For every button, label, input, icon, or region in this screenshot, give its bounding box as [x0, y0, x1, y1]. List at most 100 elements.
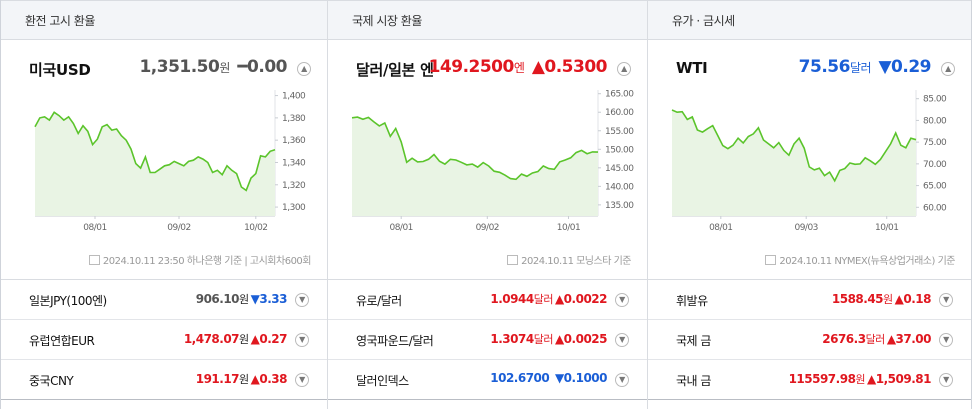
series-area	[352, 117, 598, 216]
expand-chevron-icon[interactable]: ▼	[295, 373, 309, 387]
price-unit: 엔	[513, 61, 525, 75]
expand-chevron-icon[interactable]: ▼	[295, 293, 309, 307]
list-item[interactable]: 일본JPY(100엔) 906.10원 ▼3.33 ▼	[1, 280, 327, 320]
price-value: 1,351.50	[139, 57, 220, 77]
y-tick-label: 80.00	[923, 116, 947, 126]
item-price: 906.10원 ▼3.33	[195, 292, 288, 306]
y-tick-label: 160.00	[605, 108, 634, 118]
series-line	[671, 109, 917, 183]
item-price: 1588.45원 ▲0.18	[831, 292, 932, 306]
main-price: 149.2500엔 ▲0.5300	[428, 57, 608, 77]
y-tick-label: 70.00	[923, 160, 947, 170]
list-item[interactable]: 중국CNY 191.17원 ▲0.38 ▼	[1, 360, 327, 400]
column-header: 국제 시장 환율	[328, 0, 647, 40]
expand-chevron-icon[interactable]: ▼	[615, 333, 629, 347]
source-icon	[765, 255, 777, 265]
expand-chevron-icon[interactable]: ▼	[939, 373, 953, 387]
main-card[interactable]: 미국USD 1,351.50원 ━0.00 ▲ 1,300 1,320 1,340 1…	[1, 40, 327, 280]
source-icon	[507, 255, 519, 265]
x-tick-label: 09/02	[476, 223, 499, 233]
expand-chevron-icon[interactable]: ▼	[939, 333, 953, 347]
y-tick-label: 60.00	[923, 203, 947, 213]
item-name: 영국파운드/달러	[356, 334, 434, 348]
x-tick-label: 09/03	[794, 223, 817, 233]
item-name: 일본JPY(100엔)	[29, 294, 107, 308]
column-international: 국제 시장 환율 달러/일본 엔 149.2500엔 ▲0.5300 ▲ 135…	[327, 0, 647, 409]
list-item[interactable]: 유럽연합EUR 1,478.07원 ▲0.27 ▼	[1, 320, 327, 360]
list-item[interactable]: 유로/달러 1.0944달러 ▲0.0022 ▼	[328, 280, 647, 320]
main-card[interactable]: WTI 75.56달러 ▼0.29 ▲ 60.00 65.00 70.00 75.00…	[648, 40, 971, 280]
price-chart: 60.00 65.00 70.00 75.00 80.00 85.00 08/01 09/03…	[671, 90, 948, 233]
price-unit: 달러	[849, 61, 872, 75]
chart-footnote: 2024.10.11 모닝스타 기준	[507, 252, 631, 267]
main-price: 75.56달러 ▼0.29	[799, 57, 932, 77]
expand-chevron-icon[interactable]: ▼	[615, 293, 629, 307]
collapse-chevron-icon[interactable]: ▲	[617, 62, 631, 76]
item-name: 휘발유	[676, 294, 708, 308]
y-tick-label: 75.00	[923, 138, 947, 148]
y-tick-label: 150.00	[605, 145, 634, 155]
item-name: 국내 금	[676, 374, 711, 388]
list-item[interactable]: 달러인덱스 102.6700 ▼0.1000 ▼	[328, 360, 647, 400]
item-price: 102.6700 ▼0.1000	[490, 371, 607, 385]
item-price: 2676.3달러 ▲37.00	[822, 332, 931, 346]
series-area	[35, 112, 275, 216]
x-tick-label: 10/01	[875, 223, 898, 233]
source-icon	[88, 255, 100, 265]
y-tick-label: 140.00	[605, 182, 634, 192]
chart-footnote: 2024.10.11 23:50 하나은행 기준 | 고시회차600회	[88, 252, 312, 267]
x-tick-label: 08/01	[709, 223, 732, 233]
item-name: 유로/달러	[356, 294, 402, 308]
item-price: 1.0944달러 ▲0.0022	[490, 292, 607, 306]
y-tick-label: 1,400	[282, 92, 306, 102]
y-tick-label: 1,300	[282, 203, 306, 213]
item-price: 1.3074달러 ▲0.0025	[490, 332, 607, 346]
item-price: 191.17원 ▲0.38	[195, 372, 288, 386]
price-chart: 1,300 1,320 1,340 1,360 1,380 1,400 08/01 09/02…	[34, 90, 307, 233]
item-name: 중국CNY	[29, 374, 74, 388]
price-change: ▼0.29	[878, 57, 931, 77]
list-item[interactable]: 국제 금 2676.3달러 ▲37.00 ▼	[648, 320, 971, 360]
collapse-chevron-icon[interactable]: ▲	[297, 62, 311, 76]
series-line	[34, 111, 276, 192]
x-tick-label: 10/01	[557, 223, 580, 233]
main-title: WTI	[676, 59, 708, 77]
y-tick-label: 1,320	[282, 181, 306, 191]
price-chart: 135.00 140.00 145.00 150.00 155.00 160.00 165.…	[351, 90, 635, 233]
main-title: 미국USD	[29, 61, 91, 79]
x-tick-label: 08/01	[83, 223, 106, 233]
y-tick-label: 1,340	[282, 158, 306, 168]
main-title: 달러/일본 엔	[356, 61, 434, 79]
y-tick-label: 135.00	[605, 201, 634, 211]
y-tick-label: 65.00	[923, 182, 947, 192]
y-tick-label: 145.00	[605, 164, 634, 174]
item-name: 유럽연합EUR	[29, 334, 95, 348]
column-exchange: 환전 고시 환율 미국USD 1,351.50원 ━0.00 ▲ 1,300 1,…	[1, 0, 327, 409]
item-price: 115597.98원 ▲1,509.81	[788, 372, 932, 386]
main-card[interactable]: 달러/일본 엔 149.2500엔 ▲0.5300 ▲ 135.00 140.00…	[328, 40, 647, 280]
item-name: 달러인덱스	[356, 374, 409, 388]
column-header: 환전 고시 환율	[1, 0, 327, 40]
list-item[interactable]: 국내 금 115597.98원 ▲1,509.81 ▼	[648, 360, 971, 400]
price-change: ▲0.5300	[531, 57, 608, 77]
price-change: ━0.00	[237, 57, 287, 77]
series-area	[672, 110, 916, 216]
y-tick-label: 85.00	[923, 95, 947, 105]
x-tick-label: 08/01	[389, 223, 412, 233]
expand-chevron-icon[interactable]: ▼	[615, 373, 629, 387]
y-tick-label: 1,360	[282, 136, 306, 146]
item-price: 1,478.07원 ▲0.27	[183, 332, 288, 346]
list-item[interactable]: 휘발유 1588.45원 ▲0.18 ▼	[648, 280, 971, 320]
main-price: 1,351.50원 ━0.00	[139, 57, 287, 77]
y-tick-label: 155.00	[605, 127, 634, 137]
x-tick-label: 10/02	[244, 223, 267, 233]
item-name: 국제 금	[676, 334, 711, 348]
expand-chevron-icon[interactable]: ▼	[295, 333, 309, 347]
expand-chevron-icon[interactable]: ▼	[939, 293, 953, 307]
chart-footnote: 2024.10.11 NYMEX(뉴욕상업거래소) 기준	[765, 252, 955, 267]
y-tick-label: 1,380	[282, 114, 306, 124]
collapse-chevron-icon[interactable]: ▲	[941, 62, 955, 76]
list-item[interactable]: 영국파운드/달러 1.3074달러 ▲0.0025 ▼	[328, 320, 647, 360]
price-value: 149.2500	[428, 57, 515, 77]
